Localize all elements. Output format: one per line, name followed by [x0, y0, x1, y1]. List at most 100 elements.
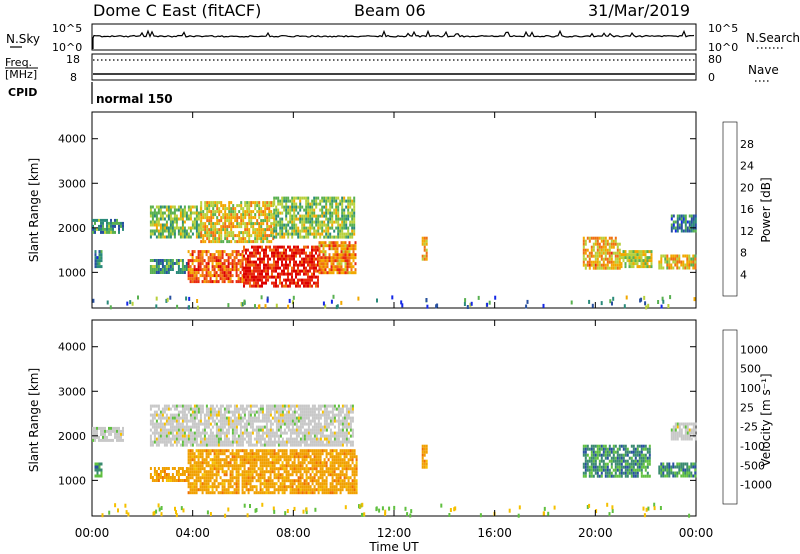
heatmap-cell	[608, 260, 611, 264]
heatmap-cell	[265, 254, 267, 258]
heatmap-cell	[171, 223, 174, 227]
heatmap-cell	[173, 440, 176, 444]
heatmap-cell	[351, 431, 354, 435]
heatmap-cell	[223, 464, 226, 468]
heatmap-cell	[317, 491, 320, 495]
heatmap-cell	[618, 257, 621, 261]
heatmap-cell	[242, 216, 245, 220]
heatmap-cell	[279, 202, 282, 206]
heatmap-cell	[319, 485, 322, 489]
heatmap-cell	[245, 275, 247, 279]
heatmap-cell	[277, 404, 280, 408]
heatmap-cell	[199, 419, 202, 423]
heatmap-cell	[297, 284, 299, 288]
heatmap-cell	[263, 461, 266, 465]
heatmap-cell	[271, 263, 273, 267]
heatmap-cell	[357, 296, 360, 301]
heatmap-cell	[179, 214, 182, 218]
heatmap-cell	[604, 257, 607, 261]
heatmap-cell	[277, 257, 279, 261]
heatmap-cell	[256, 219, 259, 223]
heatmap-cell	[197, 461, 200, 465]
heatmap-cell	[249, 278, 251, 282]
heatmap-cell	[305, 196, 308, 200]
heatmap-cell	[243, 257, 245, 261]
heatmap-cell	[255, 464, 258, 468]
heatmap-cell	[236, 225, 239, 229]
heatmap-cell	[247, 458, 250, 462]
heatmap-cell	[307, 257, 309, 261]
heatmap-cell	[253, 278, 255, 282]
heatmap-cell	[354, 262, 357, 266]
heatmap-cell	[666, 254, 669, 258]
heatmap-cell	[614, 260, 617, 264]
heatmap-cell	[269, 437, 272, 441]
heatmap-cell	[199, 250, 202, 254]
heatmap-cell	[293, 217, 296, 221]
heatmap-cell	[341, 199, 344, 203]
heatmap-cell	[231, 274, 234, 278]
heatmap-cell	[229, 262, 232, 266]
heatmap-cell	[207, 440, 210, 444]
heatmap-cell	[235, 431, 238, 435]
heatmap-cell	[315, 263, 317, 267]
power-ylabel: Slant Range [km]	[27, 158, 41, 262]
heatmap-cell	[346, 247, 349, 251]
heatmap-cell	[324, 256, 327, 260]
heatmap-cell	[331, 416, 334, 420]
heatmap-cell	[592, 444, 595, 448]
heatmap-cell	[638, 250, 641, 254]
heatmap-cell	[297, 251, 299, 255]
heatmap-cell	[149, 467, 152, 470]
heatmap-cell	[254, 216, 257, 220]
heatmap-cell	[151, 271, 154, 274]
heatmap-cell	[259, 428, 262, 432]
heatmap-cell	[199, 422, 202, 426]
heatmap-cell	[217, 268, 220, 272]
heatmap-cell	[227, 265, 230, 269]
heatmap-cell	[244, 216, 247, 220]
heatmap-cell	[203, 476, 206, 480]
heatmap-cell	[223, 482, 226, 486]
heatmap-cell	[227, 416, 230, 420]
heatmap-cell	[199, 482, 202, 486]
heatmap-cell	[181, 214, 184, 218]
heatmap-cell	[297, 229, 300, 233]
heatmap-cell	[297, 434, 300, 438]
heatmap-cell	[193, 271, 196, 275]
heatmap-cell	[337, 425, 340, 429]
heatmap-cell	[303, 269, 305, 273]
heatmap-cell	[299, 416, 302, 420]
heatmap-cell	[283, 467, 286, 471]
heatmap-cell	[287, 220, 290, 224]
heatmap-cell	[246, 207, 249, 211]
heatmap-cell	[343, 431, 346, 435]
heatmap-cell	[265, 455, 268, 459]
heatmap-cell	[297, 440, 300, 444]
heatmap-cell	[281, 220, 284, 224]
heatmap-cell	[260, 231, 263, 235]
heatmap-cell	[342, 241, 345, 245]
heatmap-cell	[258, 225, 261, 229]
heatmap-cell	[213, 413, 216, 417]
heatmap-cell	[640, 265, 643, 269]
heatmap-cell	[328, 268, 331, 272]
heatmap-cell	[285, 208, 288, 212]
heatmap-cell	[239, 473, 242, 477]
heatmap-cell	[163, 271, 166, 274]
heatmap-cell	[229, 473, 232, 477]
heatmap-cell	[327, 223, 330, 227]
heatmap-cell	[195, 277, 198, 281]
heatmap-cell	[243, 281, 245, 285]
heatmap-cell	[251, 416, 254, 420]
heatmap-cell	[692, 266, 695, 270]
heatmap-cell	[96, 462, 99, 466]
heatmap-cell	[165, 413, 168, 417]
heatmap-cell	[281, 407, 284, 411]
heatmap-cell	[252, 210, 255, 214]
heatmap-cell	[317, 413, 320, 417]
heatmap-cell	[232, 231, 235, 235]
heatmap-cell	[293, 413, 296, 417]
heatmap-cell	[303, 437, 306, 441]
heatmap-cell	[262, 213, 265, 217]
